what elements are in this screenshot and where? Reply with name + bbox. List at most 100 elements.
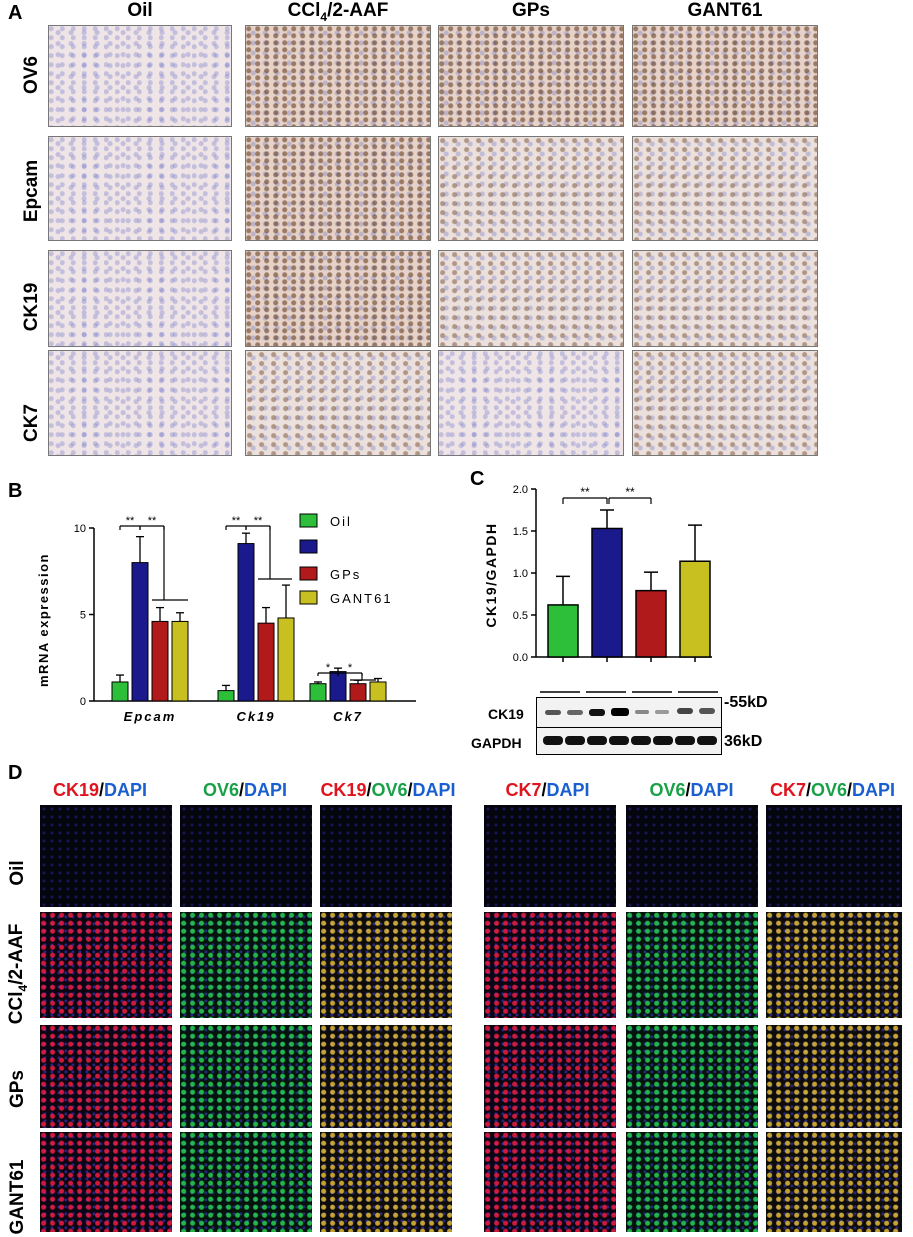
panel-b-label: B xyxy=(8,480,23,502)
legend-swatch-oil xyxy=(299,513,318,528)
bar xyxy=(329,671,347,702)
sig-text: ** xyxy=(148,515,157,527)
blot-lane-brackets xyxy=(540,691,718,693)
panel-a-label: A xyxy=(8,2,23,24)
ihc-image xyxy=(48,136,232,241)
if-image xyxy=(180,1025,312,1128)
bar xyxy=(369,681,387,702)
blot-label-ck19: CK19 xyxy=(488,706,524,722)
ihc-image xyxy=(632,350,818,456)
row-label-epcam: Epcam xyxy=(21,159,42,223)
blot-size-36kd: 36kD xyxy=(724,733,763,750)
fluor-row-label-ccl4: CCl4/2-AAF xyxy=(6,923,30,1025)
sig-text: ** xyxy=(625,485,635,499)
bar xyxy=(131,562,149,702)
bar xyxy=(111,681,129,702)
ck19-gapdh-chart: 0.0 0.5 1.0 1.5 2.0 ** ** CK19/GAPDH xyxy=(483,484,712,664)
blot-strip-gapdh xyxy=(536,727,722,755)
sig-text: ** xyxy=(580,485,590,499)
col-title-gant61: GANT61 xyxy=(687,0,763,21)
sig-text: * xyxy=(348,662,353,674)
y-tick-label: 2.0 xyxy=(513,484,528,496)
ihc-image xyxy=(632,250,818,347)
if-image xyxy=(766,912,902,1018)
col-title-oil: Oil xyxy=(127,0,153,21)
fluor-row-label-gant61: GANT61 xyxy=(7,1159,28,1235)
chart-c-significance: ** ** xyxy=(562,485,652,504)
legend-label-oil: Oil xyxy=(330,514,352,529)
bar xyxy=(635,589,667,658)
if-image xyxy=(320,1132,452,1232)
if-image xyxy=(626,912,758,1018)
ihc-image xyxy=(438,250,624,347)
if-image xyxy=(180,1132,312,1232)
bar xyxy=(257,622,275,702)
if-image xyxy=(40,805,172,907)
bar xyxy=(679,560,711,658)
ihc-image xyxy=(245,350,431,456)
fluor-row-label-oil: Oil xyxy=(7,860,28,886)
legend-label-gant61: GANT61 xyxy=(330,591,393,606)
x-category-label: Ck7 xyxy=(333,709,363,724)
fluor-title-ck7-dapi: CK7/DAPI xyxy=(505,780,590,800)
sig-text: * xyxy=(326,662,331,674)
legend-label-gps: GPs xyxy=(330,567,361,582)
row-label-ov6: OV6 xyxy=(21,55,42,95)
ihc-image xyxy=(48,250,232,347)
y-tick-label: 1.0 xyxy=(513,568,528,580)
if-image xyxy=(320,805,452,907)
blot-label-gapdh: GAPDH xyxy=(471,735,522,751)
if-image xyxy=(766,1025,902,1128)
bar xyxy=(309,683,327,702)
bar xyxy=(591,527,623,658)
col-title-gps: GPs xyxy=(511,0,551,21)
bar xyxy=(547,604,579,658)
if-image xyxy=(484,1025,616,1128)
fluor-title-ck19-dapi: CK19/DAPI xyxy=(52,780,148,800)
x-category-label: Epcam xyxy=(124,709,177,724)
ihc-image xyxy=(48,25,232,127)
if-image xyxy=(766,1132,902,1232)
bar xyxy=(277,617,295,702)
y-tick-label: 5 xyxy=(80,610,86,622)
if-image xyxy=(320,1025,452,1128)
chart-c-ylabel: CK19/GAPDH xyxy=(483,522,499,627)
y-tick-label: 1.5 xyxy=(513,526,528,538)
if-image xyxy=(180,912,312,1018)
ihc-image xyxy=(48,350,232,456)
legend-swatch-gps xyxy=(299,566,318,581)
if-image xyxy=(766,805,902,907)
if-image xyxy=(484,912,616,1018)
row-label-ck19: CK19 xyxy=(21,282,42,332)
legend-swatch-ccl4 xyxy=(299,539,318,554)
fluor-title-ov6-dapi-2: OV6/DAPI xyxy=(649,780,734,800)
blot-strip-ck19 xyxy=(536,697,722,728)
chart-b-legend: Oil GPs GANT61 xyxy=(299,513,393,606)
if-image xyxy=(626,1025,758,1128)
ihc-image xyxy=(632,136,818,241)
if-image xyxy=(320,912,452,1018)
ihc-image xyxy=(438,350,624,456)
bar xyxy=(151,620,169,702)
x-category-label: Ck19 xyxy=(236,709,275,724)
fluor-title-ov6-dapi: OV6/DAPI xyxy=(202,780,288,800)
ihc-image xyxy=(438,25,624,127)
panel-d-label: D xyxy=(8,762,23,784)
bar xyxy=(349,683,367,702)
bar xyxy=(171,620,189,702)
row-label-ck7: CK7 xyxy=(21,404,42,443)
if-image xyxy=(40,1132,172,1232)
if-image xyxy=(626,1132,758,1232)
chart-b-ylabel: mRNA expression xyxy=(36,553,51,687)
panel-c-label: C xyxy=(470,468,485,490)
legend-swatch-gant61 xyxy=(299,590,318,605)
if-image xyxy=(626,805,758,907)
chart-b-significance: ** ** ** *** * xyxy=(119,515,376,681)
fluor-title-ck7-ov6-dapi: CK7/OV6/DAPI xyxy=(769,780,896,800)
fluor-row-label-gps: GPs xyxy=(7,1069,28,1109)
if-image xyxy=(40,1025,172,1128)
blot-size-55kd: -55kD xyxy=(724,694,768,711)
sig-text: ** xyxy=(254,515,263,527)
chart-c-bars xyxy=(547,509,711,658)
